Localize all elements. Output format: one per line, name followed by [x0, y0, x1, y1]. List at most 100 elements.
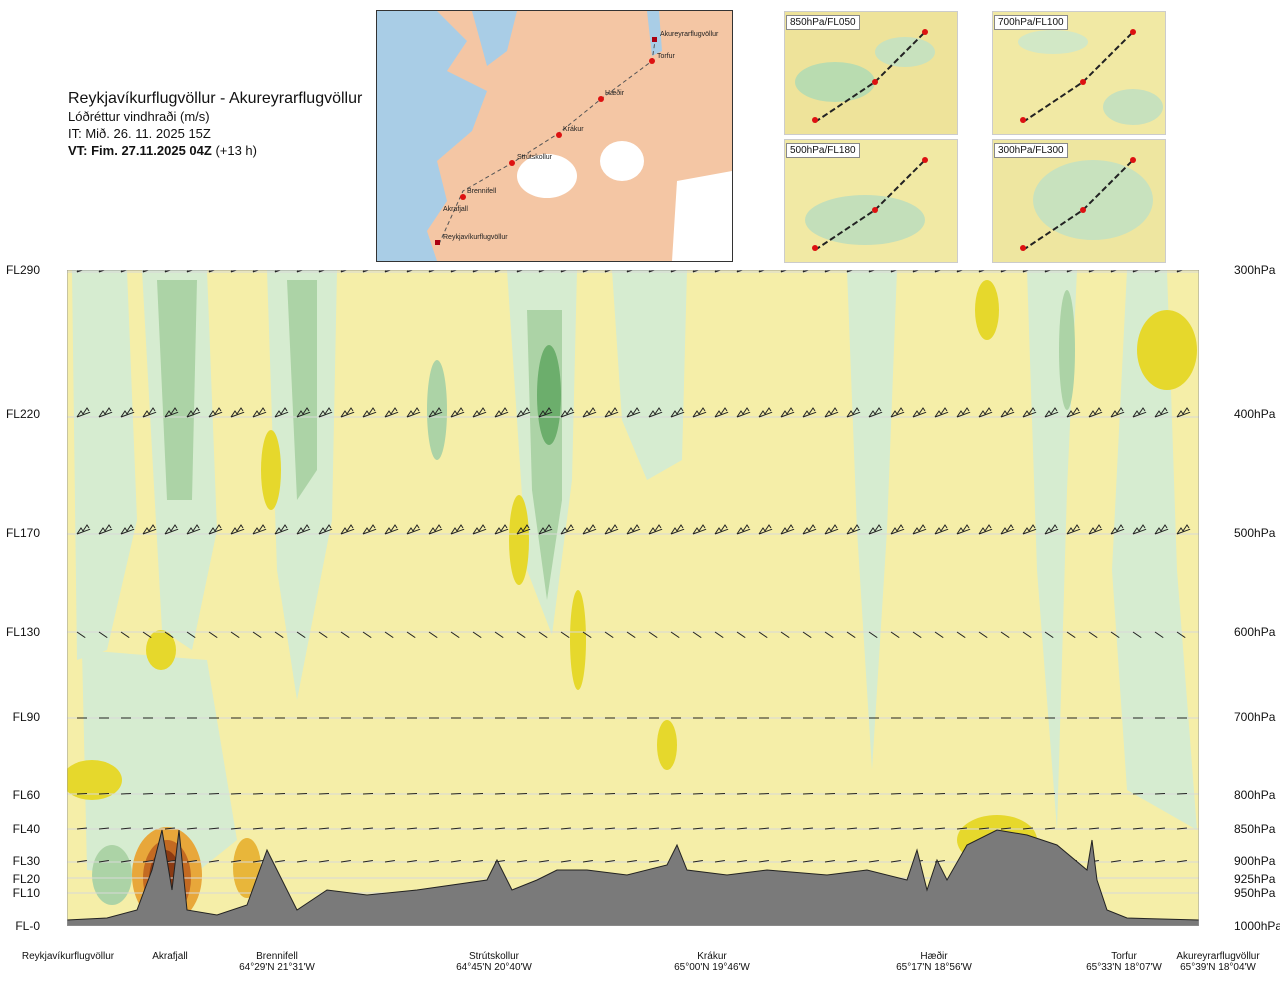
wind-barb-flag — [978, 524, 992, 535]
wind-barb-flag — [318, 524, 332, 535]
wind-barb-flag — [714, 407, 728, 418]
wind-barb — [230, 827, 241, 830]
wind-barb-flag — [582, 524, 596, 535]
wind-barb-flag — [450, 407, 464, 418]
wind-barb — [318, 827, 329, 830]
wind-barb — [846, 270, 854, 273]
wind-barb-flag — [758, 524, 772, 535]
wind-barb — [758, 528, 773, 535]
wind-barb — [648, 528, 663, 535]
wind-barb-flag — [736, 407, 750, 418]
wind-barb — [714, 827, 725, 830]
wind-barb — [76, 411, 91, 418]
wind-barb — [384, 827, 395, 830]
wind-barb — [604, 631, 614, 639]
wind-barb — [384, 528, 399, 535]
wind-barb — [978, 528, 993, 535]
mini-map-500: 500hPa/FL180 — [784, 139, 958, 263]
wind-barb-flag — [252, 407, 266, 418]
wind-barb — [98, 827, 109, 830]
hpa-label: 925hPa — [1234, 872, 1276, 886]
wind-barb — [582, 860, 593, 863]
route-map: Akureyrarflugvöllur Torfur Hæðir Krákur … — [376, 10, 733, 262]
wind-barb — [1154, 860, 1165, 863]
wind-barb — [362, 860, 373, 863]
wind-barb-flag — [1176, 407, 1190, 418]
wind-barb — [714, 860, 725, 863]
map-label: Krákur — [563, 126, 584, 133]
wind-barb — [516, 860, 527, 863]
wind-barb — [1132, 528, 1147, 535]
location-label: Reykjavíkurflugvöllur — [21, 951, 115, 962]
wind-barb — [362, 411, 377, 418]
wind-barb-flag — [516, 524, 530, 535]
wind-barb — [1176, 411, 1191, 418]
wind-barb — [340, 528, 355, 535]
location-label: Akrafjall — [152, 951, 188, 962]
terrain — [67, 829, 1199, 926]
wind-barb — [208, 411, 223, 418]
wind-barb — [868, 827, 879, 830]
wind-barb — [450, 827, 461, 830]
fl-label: FL170 — [5, 526, 40, 540]
wind-barb — [208, 860, 219, 863]
wind-barb-flag — [164, 524, 178, 535]
wind-barb-flag — [472, 407, 486, 418]
wind-barb-flag — [1088, 524, 1102, 535]
wind-barb — [340, 827, 351, 830]
wind-barb-flag — [1000, 407, 1014, 418]
cross-section-plot — [67, 270, 1199, 926]
wind-barb — [516, 528, 531, 535]
wind-barb — [296, 270, 304, 273]
wind-barb-flag — [1154, 524, 1168, 535]
wind-barb — [1176, 528, 1191, 535]
wind-barb — [1088, 528, 1103, 535]
wind-barb — [1044, 411, 1059, 418]
wind-barb — [1000, 631, 1010, 639]
wind-barb — [780, 631, 790, 639]
title-block: Reykjavíkurflugvöllur - Akureyrarflugvöl… — [68, 90, 378, 159]
wind-barb — [978, 827, 989, 830]
map-label: Torfur — [657, 53, 676, 60]
wind-barb-flag — [1022, 524, 1036, 535]
wind-barb — [868, 528, 883, 535]
wind-barb-flag — [1088, 407, 1102, 418]
wind-barb — [868, 860, 879, 863]
wind-barb — [846, 631, 856, 639]
wind-barb — [868, 631, 878, 639]
wind-barb-flag — [604, 524, 618, 535]
wind-barb — [934, 528, 949, 535]
wind-barb — [846, 827, 857, 830]
wind-barb — [780, 270, 788, 273]
wind-barb-flag — [1132, 524, 1146, 535]
wind-barb — [230, 528, 245, 535]
wind-barb — [252, 860, 263, 863]
wind-barb — [560, 860, 571, 863]
wind-barb — [1176, 860, 1187, 863]
wind-barb — [252, 411, 267, 418]
wind-barb — [626, 528, 641, 535]
wind-barb — [252, 631, 262, 639]
wind-barb — [846, 411, 861, 418]
wind-barb — [318, 631, 328, 639]
wind-barb-flag — [538, 524, 552, 535]
wind-barb — [120, 411, 135, 418]
wind-barb — [560, 528, 575, 535]
wind-barb-flag — [406, 524, 420, 535]
wind-barb-flag — [560, 407, 574, 418]
wind-barb — [802, 411, 817, 418]
fl-label: FL40 — [12, 822, 40, 836]
wind-barb — [208, 528, 223, 535]
wind-barb-flag — [802, 524, 816, 535]
wind-barb — [186, 270, 194, 273]
hpa-label: 1000hPa — [1234, 919, 1280, 933]
wind-barb — [1132, 631, 1142, 639]
fl-label: FL10 — [12, 886, 40, 900]
wind-barb — [186, 860, 197, 863]
wind-barb-flag — [626, 524, 640, 535]
wind-barb — [670, 270, 678, 273]
wind-barb — [164, 528, 179, 535]
wind-barb — [186, 631, 196, 639]
wind-barb-flag — [780, 407, 794, 418]
wind-barb-flag — [98, 524, 112, 535]
